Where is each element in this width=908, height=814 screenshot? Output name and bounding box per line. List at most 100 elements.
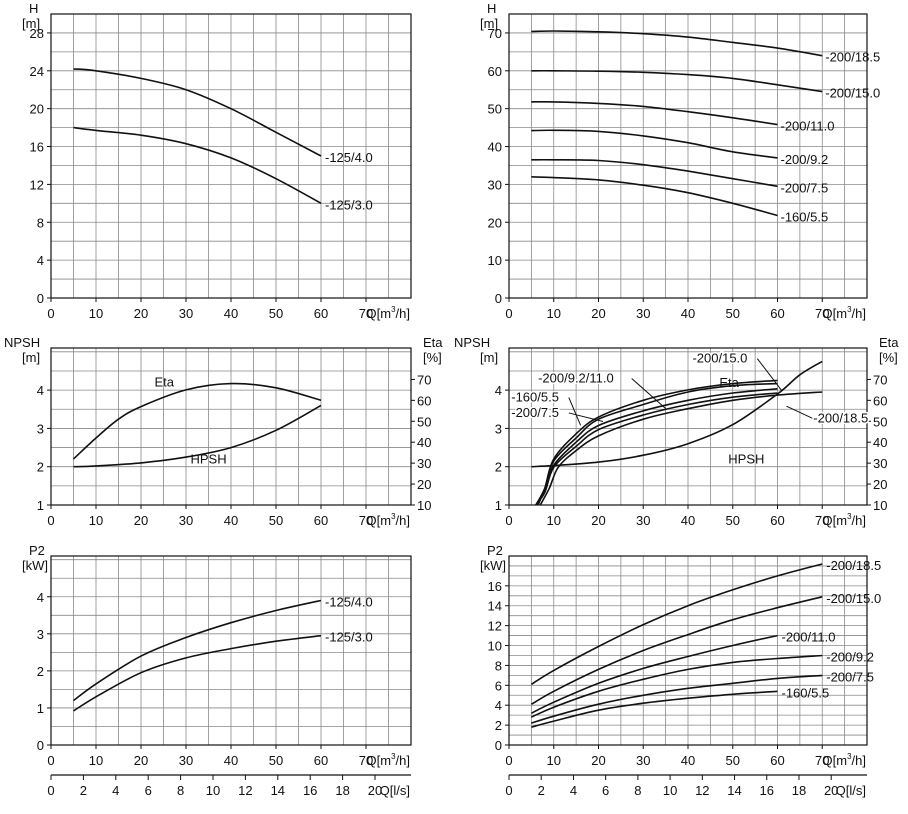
y-tick-label: 1 [495,498,502,513]
series-label: -200/18.5 [826,558,881,573]
series-line [531,158,778,188]
x-tick-label: 40 [681,753,695,768]
y-tick-label: 60 [488,64,502,79]
x-tick-label: 0 [505,753,512,768]
series-label: -200/15.0 [825,86,880,101]
y-tick-label: 14 [488,599,502,614]
x-tick-label: 30 [636,753,650,768]
y-right-tick-label: 40 [417,435,431,450]
y-right-axis-label: Eta [879,335,899,350]
x-tick-label: 20 [591,513,605,528]
callout-label: -200/9.2/11.0 [538,370,614,385]
y-right-tick-label: 60 [873,393,887,408]
y-tick-label: 2 [37,664,44,679]
x-tick-label: 60 [770,753,784,768]
x-tick-label: 0 [505,306,512,321]
y-tick-label: 2 [37,460,44,475]
series-label: -200/9.2 [781,152,829,167]
y-right-tick-label: 70 [417,372,431,387]
x-tick-label: 50 [269,306,283,321]
x-tick-label: 40 [681,513,695,528]
x2-tick-label: 14 [271,783,285,798]
y-tick-label: 6 [495,678,502,693]
y-tick-label: 4 [495,383,502,398]
x-tick-label: 10 [547,513,561,528]
x-tick-label: 10 [89,513,103,528]
y-tick-label: 0 [37,738,44,753]
y-axis-label: NPSH [4,335,40,350]
y-axis-unit: [kW] [22,558,48,573]
x-tick-label: 10 [547,753,561,768]
x-tick-label: 70 [815,513,829,528]
x-tick-label: 40 [224,753,238,768]
y-axis-label: H [487,1,496,16]
series-label: -160/5.5 [782,685,830,700]
y-tick-label: 10 [488,639,502,654]
x2-axis-label: Q[l/s] [380,783,410,798]
x-tick-label: 20 [591,753,605,768]
x2-tick-label: 16 [303,783,317,798]
series-label: -200/11.0 [781,119,835,134]
x-tick-label: 70 [359,513,373,528]
series-label: -160/5.5 [781,209,829,224]
callout-leader [568,412,604,423]
x2-tick-label: 8 [634,783,641,798]
series-line [531,30,823,57]
callout-leader [568,397,582,426]
x-tick-label: 30 [179,513,193,528]
x2-tick-label: 4 [570,783,577,798]
x-axis-label: Q[m3/h] [367,305,410,321]
y-right-tick-label: 10 [873,498,887,513]
y-right-axis-unit: [%] [879,350,898,365]
callout-label: -200/15.0 [692,351,747,366]
x-tick-label: 50 [726,513,740,528]
series-label: -200/9.2 [826,649,874,664]
x-tick-label: 60 [770,513,784,528]
y-right-tick-label: 40 [873,435,887,450]
y-tick-label: 30 [488,177,502,192]
y-tick-label: 24 [30,64,44,79]
x2-tick-label: 14 [727,783,741,798]
callout-label: -200/18.5 [813,411,868,426]
x-tick-label: 50 [269,753,283,768]
y-tick-label: 10 [488,253,502,268]
y-tick-label: 0 [495,738,502,753]
series-line [530,563,823,685]
curve-annotation: Eta [155,374,175,389]
x-tick-label: 50 [726,753,740,768]
x-tick-label: 0 [505,513,512,528]
x-tick-label: 40 [224,306,238,321]
x2-axis-label: Q[l/s] [836,783,866,798]
y-axis-label: H [29,1,38,16]
x-axis-label: Q[m3/h] [367,512,410,528]
y-right-axis-unit: [%] [423,350,442,365]
x-tick-label: 10 [89,306,103,321]
y-tick-label: 0 [495,291,502,306]
series-line [531,176,778,217]
x-tick-label: 40 [681,306,695,321]
y-tick-label: 3 [37,627,44,642]
x2-tick-label: 8 [177,783,184,798]
series-line [531,634,778,714]
y-tick-label: 16 [30,140,44,155]
y-tick-label: 3 [495,421,502,436]
series-line [531,129,778,159]
x-tick-label: 50 [269,513,283,528]
x2-tick-label: 12 [695,783,709,798]
y-right-tick-label: 30 [417,456,431,471]
series-line [73,68,322,157]
y-right-tick-label: 10 [417,498,431,513]
x-tick-label: 0 [47,753,54,768]
x-tick-label: 20 [134,513,148,528]
x-axis-label: Q[m3/h] [367,752,410,768]
series-line [73,404,322,468]
curve-annotation: Eta [719,375,739,390]
series-label: -125/4.0 [325,594,373,609]
series-line [531,674,823,724]
y-tick-label: 0 [37,291,44,306]
x2-tick-label: 6 [602,783,609,798]
series-line [531,654,823,718]
